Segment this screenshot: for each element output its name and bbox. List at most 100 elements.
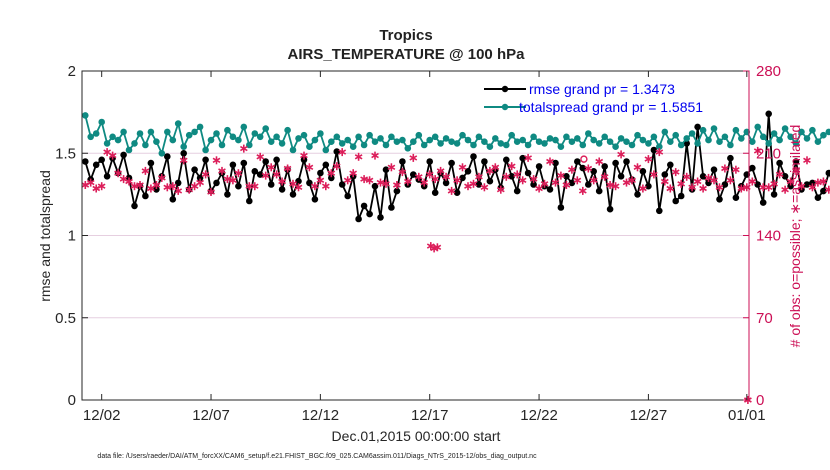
obs-assimilated-29-stroke-2 [239,145,248,152]
series-1-point-5 [109,133,116,141]
obs-assimilated-52-stroke-2 [365,177,374,183]
series-0-point-77 [503,156,510,164]
series-1-point-21 [196,123,204,131]
obs-assimilated-131 [797,182,806,191]
obs-assimilated-62-stroke-2 [420,179,429,186]
obs-assimilated-87-stroke-2 [557,172,565,179]
y2-tick-label-3: 210 [756,145,781,162]
series-0-point-34 [267,181,275,188]
obs-assimilated-33 [261,171,270,180]
series-1-point-100 [628,141,636,149]
series-0-point-135 [820,187,827,195]
obs-assimilated-4 [103,148,112,157]
series-0-point-73 [481,158,488,165]
obs-assimilated-23-stroke-2 [207,189,215,195]
obs-assimilated-126-stroke-2 [770,181,779,187]
legend-label-rmse: rmse grand pr = 1.3473 [529,81,675,97]
obs-assimilated-29 [239,144,248,153]
series-0-point-46 [333,148,341,155]
obs-assimilated-72-stroke-2 [475,174,483,180]
obs-assimilated-104 [649,170,658,179]
obs-assimilated-39 [294,183,303,192]
series-1-point-92 [585,130,592,137]
series-1-point-91 [579,141,587,149]
series-1-point-69 [459,131,466,139]
series-0-point-66 [442,179,450,187]
obs-assimilated-104-stroke-2 [649,171,658,178]
series-0-point-7 [120,151,127,159]
obs-assimilated-56-stroke-2 [387,164,396,170]
obs-assimilated-128 [781,185,789,194]
obs-assimilated-66-stroke-2 [442,174,451,180]
series-0-point-24 [213,179,220,187]
series-1-point-40 [300,131,308,139]
series-1-point-68 [453,140,461,147]
series-1-point-122 [749,138,756,145]
obs-assimilated-90-stroke-2 [573,177,582,183]
series-1-point-128 [781,125,789,132]
series-1-point-116 [716,138,723,145]
series-1-point-30 [246,141,253,149]
series-1-point-130 [792,140,800,147]
obs-assimilated-27-stroke-2 [229,177,237,183]
series-1-point-22 [202,146,209,154]
obs-assimilated-83 [535,184,543,193]
obs-assimilated-67-stroke-2 [447,188,456,194]
y-tick-label-0: 0 [68,392,76,409]
obs-assimilated-73-stroke-2 [480,184,489,190]
series-0-point-94 [595,187,603,195]
obs-assimilated-64 [431,175,440,184]
series-1-point-132 [803,135,811,142]
obs-assimilated-97-stroke-2 [611,183,620,189]
x-tick-label-0: 12/02 [83,407,121,424]
obs-assimilated-22 [201,170,210,179]
obs-assimilated-80-stroke-2 [518,177,527,183]
obs-assimilated-83-stroke-2 [535,185,543,192]
obs-assimilated-105 [655,148,664,157]
obs-assimilated-38-stroke-2 [289,181,297,187]
series-1-point-98 [617,135,625,142]
series-1-point-24 [213,130,220,137]
obs-assimilated-127 [775,170,784,179]
obs-assimilated-131-stroke-2 [797,183,806,189]
chart-subtitle: AIRS_TEMPERATURE @ 100 hPa [288,46,526,63]
obs-assimilated-44 [321,182,330,191]
obs-assimilated-72 [475,172,483,181]
x-tick-label-1: 12/07 [192,407,230,424]
series-1-point-93 [590,136,597,144]
obs-assimilated-32-stroke-2 [256,154,265,160]
obs-assimilated-60-stroke-2 [409,155,418,161]
series-1-point-3 [98,118,105,126]
obs-assimilated-93-stroke-2 [589,177,598,183]
obs-assimilated-5-stroke-2 [108,152,117,159]
series-1-point-43 [317,130,324,137]
obs-assimilated-85 [546,157,554,166]
series-1-point-62 [420,141,428,149]
series-1-point-12 [147,128,155,136]
series-1-point-87 [557,143,565,150]
series-1-point-23 [207,136,215,144]
y2-tick-label-4: 280 [756,63,781,80]
series-1-point-120 [738,135,745,142]
x-tick-label-6: 01/01 [728,407,766,424]
series-1-point-61 [415,131,423,139]
obs-assimilated-103-stroke-2 [644,156,653,162]
series-0-point-30 [246,197,253,205]
series-0-point-69 [459,174,466,182]
obs-assimilated-10-stroke-2 [136,182,144,188]
obs-assimilated-107 [666,184,675,193]
obs-assimilated-22-stroke-2 [201,171,210,178]
series-1-point-127 [776,136,783,144]
series-1-point-125 [765,140,772,147]
series-0-point-20 [191,166,198,173]
series-1-point-72 [475,133,483,141]
obs-assimilated-109 [677,179,686,188]
obs-assimilated-87 [557,171,565,180]
y2-tick-label-1: 70 [756,310,773,327]
obs-assimilated-91-stroke-2 [578,188,587,194]
series-1-point-8 [125,146,133,154]
obs-assimilated-71-stroke-2 [469,181,478,187]
y-tick-label-2: 1 [68,228,76,245]
obs-assimilated-40 [300,151,308,160]
obs-assimilated-75-stroke-2 [491,164,500,170]
